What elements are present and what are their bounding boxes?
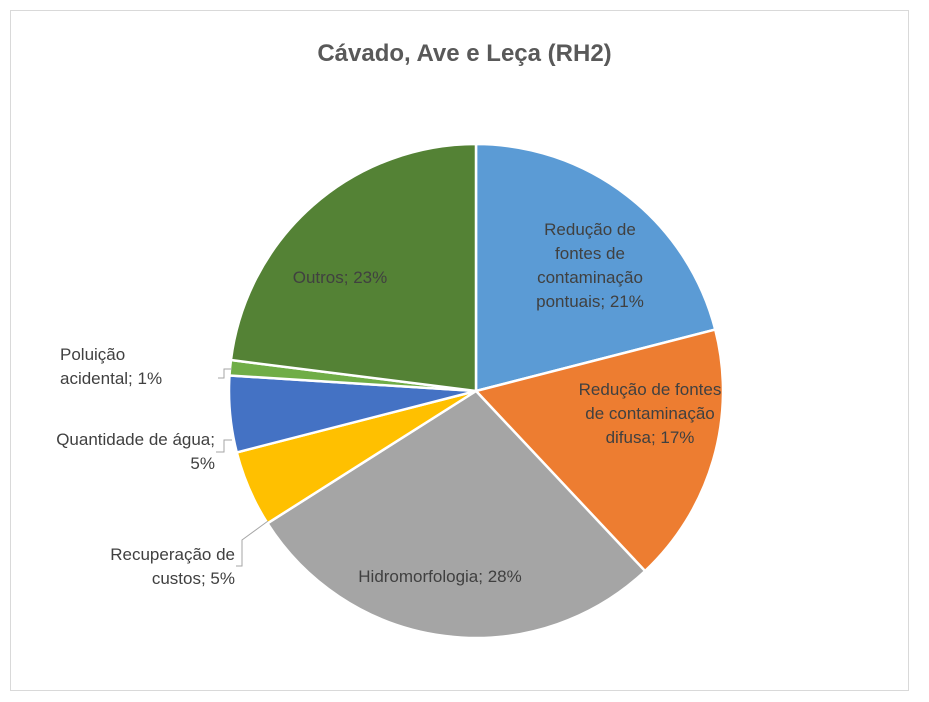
pie-slice <box>474 142 717 393</box>
data-label: Poluição acidental; 1% <box>60 345 163 388</box>
data-label: Redução de fontes de contaminação pontua… <box>536 220 644 311</box>
chart-frame <box>10 10 909 691</box>
leader-line <box>218 368 232 379</box>
leader-line <box>216 439 232 453</box>
chart-title: Cávado, Ave e Leça (RH2) <box>317 40 612 67</box>
pie-slice <box>265 389 647 640</box>
pie-slice <box>229 142 478 393</box>
pie-slice <box>473 328 725 573</box>
data-label: Redução de fontes de contaminação difusa… <box>578 380 722 447</box>
leader-line <box>236 520 269 567</box>
data-label: Hidromorfologia; 28% <box>358 567 522 586</box>
data-label: Recuperação de custos; 5% <box>110 545 235 588</box>
data-label: Outros; 23% <box>292 268 388 287</box>
data-label: Quantidade de água; 5% <box>56 430 215 473</box>
